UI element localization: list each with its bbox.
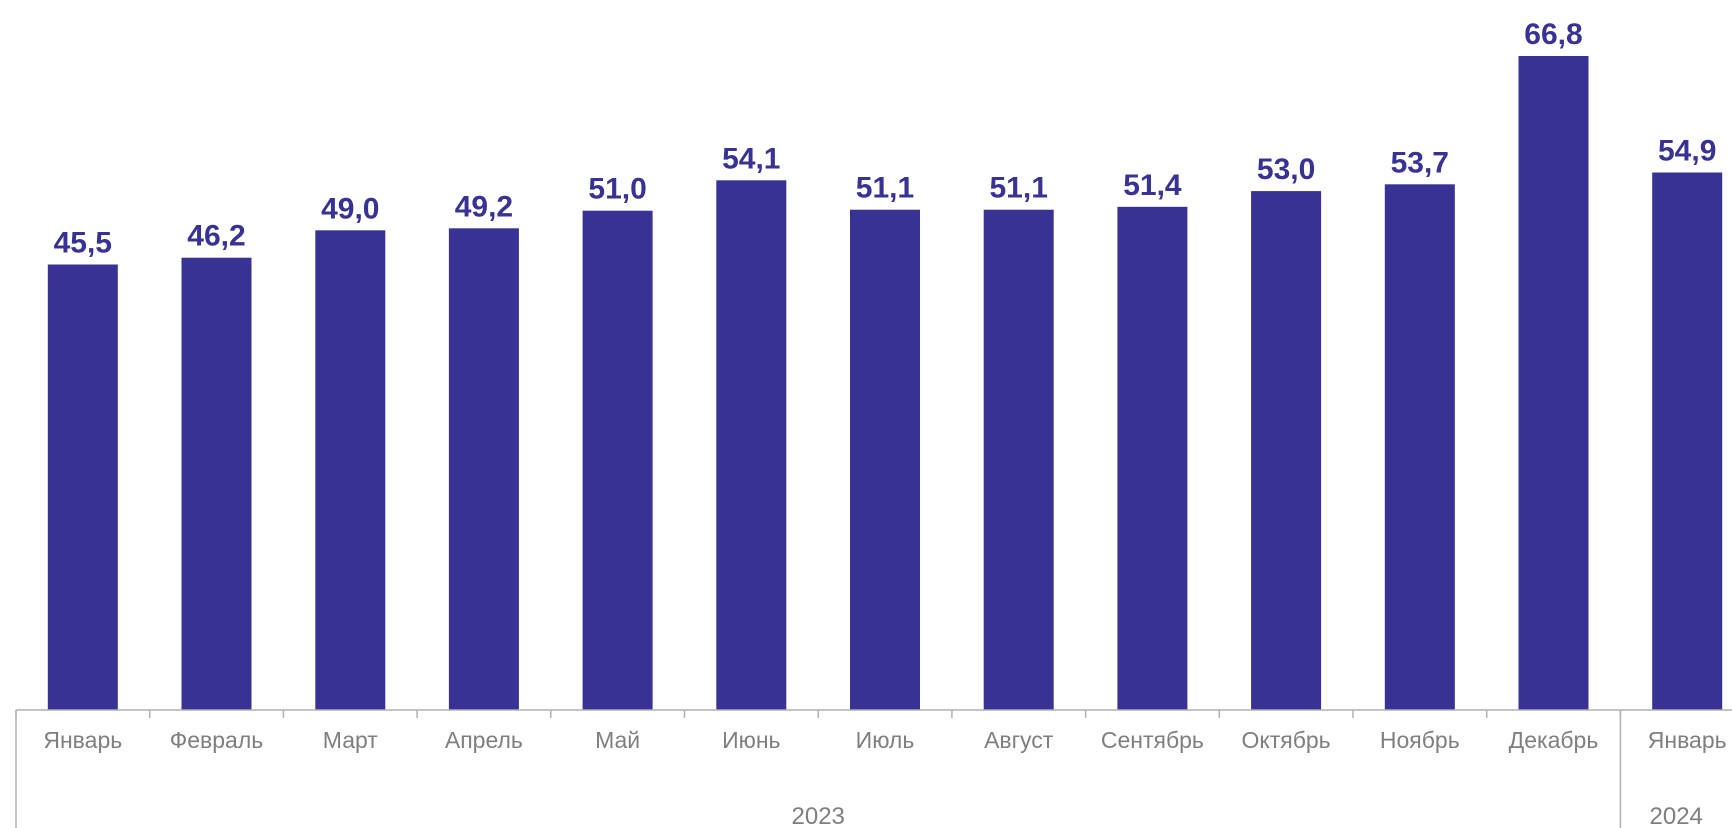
bar-13 [1652, 172, 1723, 710]
data-label-3: 49,0 [321, 192, 379, 225]
data-label-2: 46,2 [187, 220, 245, 253]
x-tick-label-5: Май [595, 727, 640, 753]
data-label-12: 66,8 [1524, 18, 1582, 51]
data-label-8: 51,1 [990, 172, 1048, 205]
bars-layer [47, 56, 1723, 711]
bar-11 [1384, 184, 1455, 711]
x-tick-label-12: Декабрь [1509, 727, 1599, 753]
data-label-1: 45,5 [54, 227, 112, 260]
bar-5 [582, 210, 653, 710]
bar-7 [850, 209, 920, 710]
x-tick-label-9: Сентябрь [1101, 727, 1204, 753]
bar-3 [315, 230, 386, 711]
bar-6 [716, 180, 787, 711]
bar-4 [448, 228, 519, 711]
x-tick-label-10: Октябрь [1242, 727, 1331, 753]
bar-10 [1251, 191, 1322, 711]
bar-12 [1518, 56, 1589, 710]
x-tick-label-4: Апрель [445, 727, 523, 753]
data-label-6: 54,1 [722, 142, 780, 175]
x-tick-label-7: Июль [856, 727, 915, 753]
x-tick-label-11: Ноябрь [1380, 727, 1460, 753]
group-label-2023: 2023 [792, 803, 845, 828]
data-labels-layer: 45,5 46,2 49,0 49,2 51,0 54,1 51,1 51,1 51,4 53,0… [54, 18, 1717, 260]
data-label-5: 51,0 [588, 173, 646, 206]
bar-8 [983, 209, 1054, 710]
data-label-7: 51,1 [856, 172, 914, 205]
bar-1 [47, 264, 118, 710]
x-tick-label-13: Январь [1648, 727, 1727, 753]
x-tick-label-8: Август [984, 727, 1054, 753]
group-label-2024: 2024 [1650, 803, 1703, 828]
data-label-13: 54,9 [1658, 135, 1716, 168]
x-tick-label-1: Январь [43, 727, 122, 753]
bar-9 [1117, 206, 1188, 711]
data-label-11: 53,7 [1391, 146, 1449, 179]
x-tick-label-3: Март [323, 727, 378, 753]
x-tick-label-2: Февраль [170, 727, 263, 753]
data-label-10: 53,0 [1257, 153, 1315, 186]
x-tick-label-6: Июнь [722, 727, 780, 753]
data-label-9: 51,4 [1123, 169, 1182, 202]
data-label-4: 49,2 [455, 190, 513, 223]
x-axis: Январь Февраль Март Апрель Май Июнь Июль Август… [15, 709, 1732, 828]
bar-2 [181, 257, 252, 710]
